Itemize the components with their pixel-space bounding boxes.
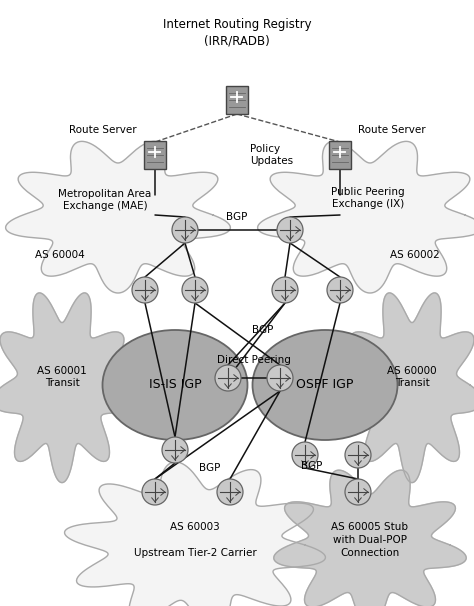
Circle shape: [292, 442, 318, 468]
Text: Route Server: Route Server: [69, 125, 137, 135]
FancyBboxPatch shape: [226, 86, 248, 114]
Text: BGP: BGP: [301, 461, 322, 471]
Circle shape: [345, 442, 371, 468]
Ellipse shape: [102, 330, 247, 440]
Text: BGP: BGP: [252, 325, 273, 335]
Polygon shape: [342, 293, 474, 482]
Text: AS 60004: AS 60004: [35, 250, 85, 260]
Ellipse shape: [253, 330, 398, 440]
Polygon shape: [0, 293, 132, 482]
Text: AS 60002: AS 60002: [390, 250, 440, 260]
Circle shape: [162, 437, 188, 463]
Circle shape: [345, 479, 371, 505]
Circle shape: [142, 479, 168, 505]
Text: AS 60000
Transit: AS 60000 Transit: [387, 365, 437, 388]
Circle shape: [172, 217, 198, 243]
Text: Public Peering
Exchange (IX): Public Peering Exchange (IX): [331, 187, 405, 210]
Text: Policy
Updates: Policy Updates: [250, 144, 293, 166]
Text: Metropolitan Area
Exchange (MAE): Metropolitan Area Exchange (MAE): [58, 188, 152, 211]
Polygon shape: [6, 141, 230, 293]
Text: Upstream Tier-2 Carrier: Upstream Tier-2 Carrier: [134, 548, 256, 558]
Text: Internet Routing Registry
(IRR/RADB): Internet Routing Registry (IRR/RADB): [163, 18, 311, 48]
Circle shape: [215, 365, 241, 391]
Text: Direct Peering: Direct Peering: [217, 355, 291, 365]
Polygon shape: [258, 141, 474, 293]
Circle shape: [267, 365, 293, 391]
Text: BGP: BGP: [199, 463, 220, 473]
FancyBboxPatch shape: [329, 141, 351, 169]
Polygon shape: [274, 470, 466, 606]
Polygon shape: [64, 462, 326, 606]
Circle shape: [277, 217, 303, 243]
Text: BGP: BGP: [226, 212, 248, 222]
Text: AS 60001
Transit: AS 60001 Transit: [37, 365, 87, 388]
Circle shape: [327, 277, 353, 303]
Circle shape: [272, 277, 298, 303]
Text: IS-IS IGP: IS-IS IGP: [149, 379, 201, 391]
Text: OSPF IGP: OSPF IGP: [296, 379, 354, 391]
Circle shape: [217, 479, 243, 505]
Text: AS 60005 Stub
with Dual-POP
Connection: AS 60005 Stub with Dual-POP Connection: [331, 522, 409, 558]
Circle shape: [132, 277, 158, 303]
FancyBboxPatch shape: [144, 141, 166, 169]
Circle shape: [182, 277, 208, 303]
Text: Route Server: Route Server: [358, 125, 426, 135]
Text: AS 60003: AS 60003: [170, 522, 220, 532]
